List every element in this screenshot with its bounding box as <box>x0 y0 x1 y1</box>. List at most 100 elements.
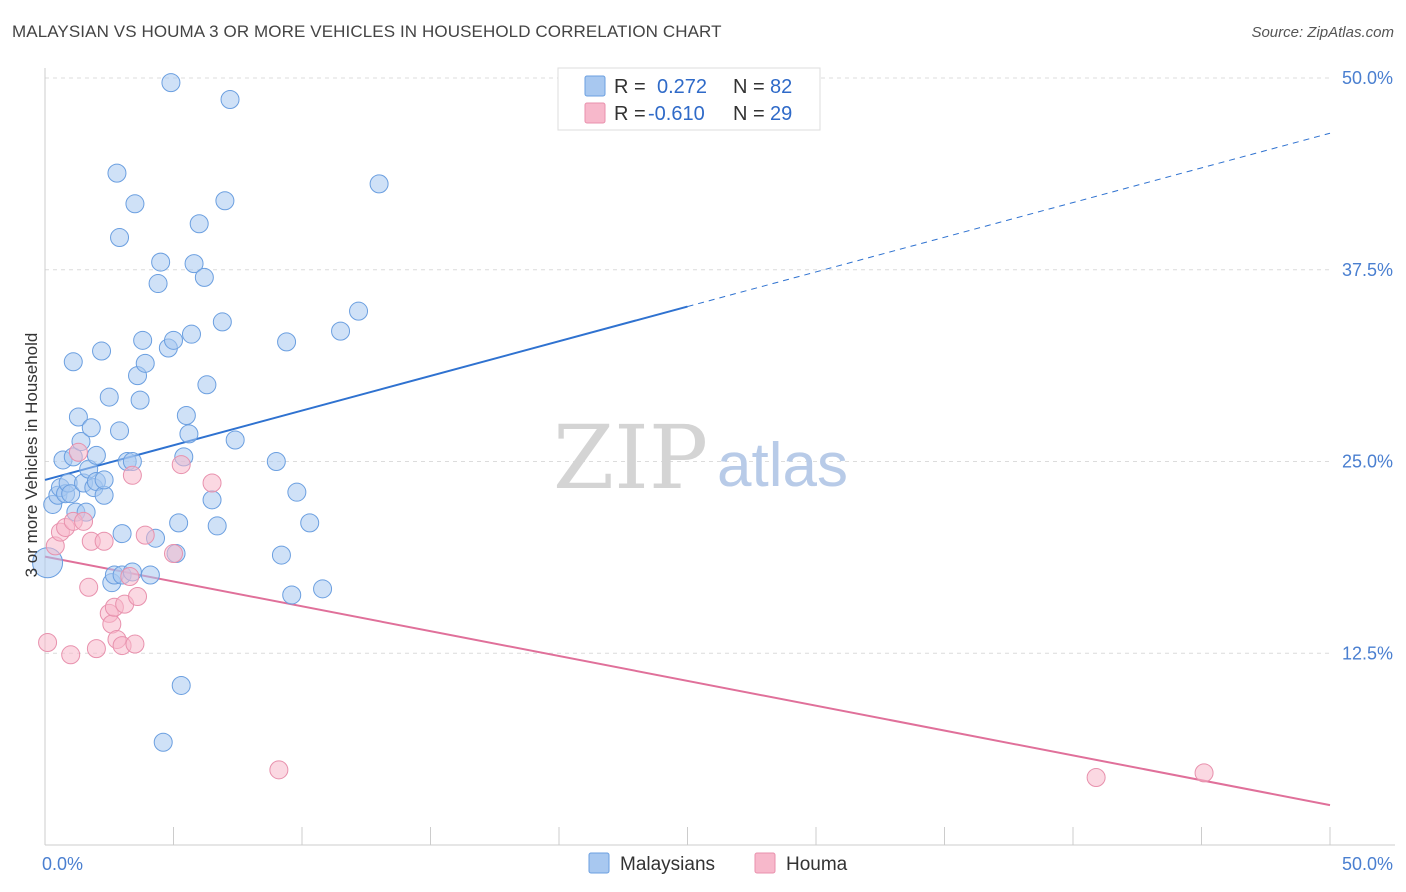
data-point-houma <box>125 634 145 654</box>
data-point-malaysians <box>194 267 214 287</box>
legend-bottom: Malaysians Houma <box>588 852 848 875</box>
data-point-malaysians <box>99 387 119 407</box>
data-point-houma <box>61 645 81 665</box>
data-point-malaysians <box>202 490 222 510</box>
data-point-houma <box>94 531 114 551</box>
data-point-malaysians <box>212 312 232 332</box>
data-point-malaysians <box>171 675 191 695</box>
data-point-malaysians <box>349 301 369 321</box>
trend-line-2 <box>44 555 1331 807</box>
data-point-malaysians <box>282 585 302 605</box>
data-point-malaysians <box>287 482 307 502</box>
grid-lines <box>45 77 1330 654</box>
data-point-malaysians <box>61 484 81 504</box>
legend-bottom-label-houma: Houma <box>786 854 848 875</box>
data-point-malaysians <box>197 375 217 395</box>
data-point-malaysians <box>148 274 168 294</box>
data-point-malaysians <box>133 330 153 350</box>
x-tick-labels: 0.0% 50.0% <box>42 854 1393 874</box>
data-point-malaysians <box>207 516 227 536</box>
data-points <box>32 73 1214 788</box>
data-point-malaysians <box>176 405 196 425</box>
data-point-malaysians <box>81 418 101 438</box>
data-point-houma <box>86 639 106 659</box>
legend-n-label-2: N = <box>733 103 765 125</box>
legend-r-label-2: R = <box>614 103 646 125</box>
trend-line-extension-1 <box>687 132 1331 308</box>
y-tick-label: 50.0% <box>1342 68 1393 88</box>
data-point-malaysians <box>92 341 112 361</box>
source-label: Source: ZipAtlas.com <box>1251 24 1394 41</box>
legend-swatch-malaysians <box>584 75 606 97</box>
data-point-malaysians <box>184 254 204 274</box>
data-point-malaysians <box>94 470 114 490</box>
data-point-malaysians <box>266 452 286 471</box>
y-tick-label: 25.0% <box>1342 452 1393 472</box>
data-point-houma <box>122 465 142 485</box>
x-tick-label: 50.0% <box>1342 854 1393 874</box>
y-tick-labels: 12.5% 25.0% 37.5% 50.0% <box>1342 68 1393 663</box>
data-point-malaysians <box>63 352 83 372</box>
data-point-malaysians <box>181 324 201 344</box>
legend-n-value-2: 29 <box>770 103 792 125</box>
legend-swatch-houma <box>584 102 606 124</box>
data-point-malaysians <box>225 430 245 450</box>
trend-line-1 <box>44 305 688 481</box>
data-point-houma <box>38 633 58 653</box>
data-point-malaysians <box>135 353 155 373</box>
data-point-houma <box>135 525 155 545</box>
data-point-malaysians <box>215 191 235 211</box>
data-point-malaysians <box>110 421 130 441</box>
data-point-houma <box>74 511 94 531</box>
data-point-malaysians <box>151 252 171 272</box>
data-point-houma <box>128 586 148 606</box>
legend-r-label-1: R = <box>614 76 646 98</box>
data-point-malaysians <box>153 732 173 752</box>
watermark-atlas: atlas <box>717 431 848 500</box>
data-point-houma <box>120 567 140 587</box>
data-point-malaysians <box>331 321 351 341</box>
data-point-houma <box>269 760 289 780</box>
data-point-malaysians <box>110 228 130 248</box>
data-point-houma <box>68 442 88 462</box>
legend-n-label-1: N = <box>733 76 765 98</box>
trend-lines <box>44 132 1331 807</box>
axes <box>44 68 1395 846</box>
data-point-malaysians <box>112 524 132 544</box>
data-point-malaysians <box>189 214 209 234</box>
legend-r-value-2: -0.610 <box>648 103 705 125</box>
y-axis-label: 3 or more Vehicles in Household <box>22 333 41 578</box>
chart-title: MALAYSIAN VS HOUMA 3 OR MORE VEHICLES IN… <box>12 22 722 41</box>
data-point-malaysians <box>300 513 320 533</box>
data-point-malaysians <box>125 194 145 214</box>
data-point-malaysians <box>271 545 291 565</box>
y-tick-label: 37.5% <box>1342 260 1393 280</box>
data-point-malaysians <box>369 174 389 194</box>
legend-bottom-label-malaysians: Malaysians <box>620 854 715 875</box>
data-point-houma <box>171 455 191 475</box>
x-tick-label: 0.0% <box>42 854 83 874</box>
legend-bottom-swatch-houma <box>754 852 776 874</box>
data-point-malaysians <box>313 579 333 599</box>
data-point-malaysians <box>277 332 297 352</box>
y-tick-label: 12.5% <box>1342 643 1393 663</box>
data-point-houma <box>164 544 183 564</box>
data-point-houma <box>1194 763 1214 783</box>
data-point-malaysians <box>107 163 127 183</box>
data-point-malaysians <box>220 89 240 109</box>
data-point-malaysians <box>164 330 183 350</box>
data-point-malaysians <box>86 445 106 465</box>
legend-bottom-swatch-malaysians <box>588 852 610 874</box>
data-point-houma <box>202 473 222 493</box>
legend-top: R = 0.272 N = 82 R = -0.610 N = 29 <box>557 67 821 131</box>
data-point-malaysians <box>68 407 88 427</box>
data-point-malaysians <box>169 513 189 533</box>
legend-r-value-1: 0.272 <box>657 76 707 98</box>
watermark-zip: ZIP <box>553 406 708 509</box>
data-point-houma <box>79 577 99 597</box>
legend-n-value-1: 82 <box>770 76 792 98</box>
data-point-malaysians <box>161 73 181 93</box>
data-point-malaysians <box>130 390 150 410</box>
data-point-houma <box>1086 768 1106 788</box>
